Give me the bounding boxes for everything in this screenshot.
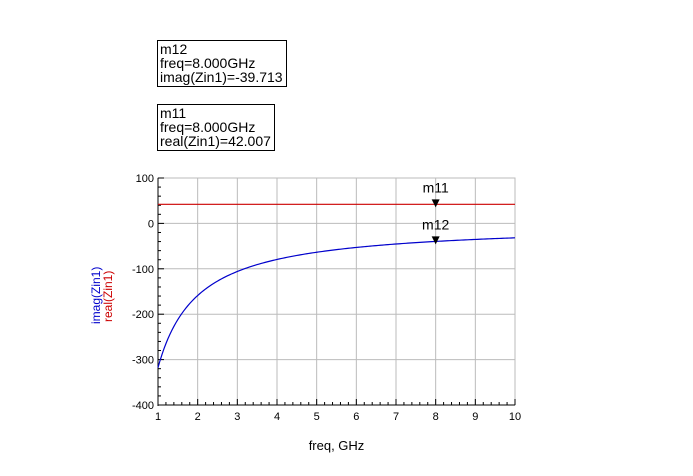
- x-tick-label: 7: [393, 411, 399, 423]
- y-tick-label: 0: [148, 218, 154, 230]
- y-tick-label: -300: [132, 355, 154, 367]
- y-axis-label-real: real(Zin1): [101, 270, 115, 322]
- x-tick-label: 10: [509, 411, 521, 423]
- y-tick-label: -100: [132, 264, 154, 276]
- marker-label-m12: m12: [422, 216, 449, 232]
- marker-freq: freq=8.000GHz: [160, 55, 256, 71]
- marker-label-m11: m11: [423, 179, 449, 195]
- x-axis-label: freq, GHz: [309, 438, 365, 453]
- marker-value: imag(Zin1)=-39.713: [160, 69, 283, 85]
- marker-triangle-m12: [431, 236, 440, 245]
- x-tick-label: 5: [314, 411, 320, 423]
- x-tick-label: 9: [472, 411, 478, 423]
- x-tick-label: 1: [155, 411, 161, 423]
- marker-value: real(Zin1)=42.007: [160, 133, 271, 149]
- marker-triangle-m11: [431, 199, 440, 208]
- x-tick-label: 4: [274, 411, 280, 423]
- y-tick-label: -200: [132, 309, 154, 321]
- y-tick-label: -400: [132, 400, 154, 412]
- series-line-imag-zin1-: [157, 237, 516, 368]
- y-tick-label: 100: [136, 173, 154, 185]
- x-tick-label: 8: [433, 411, 439, 423]
- marker-name: m12: [160, 41, 188, 57]
- plot-frame: [157, 177, 516, 406]
- x-tick-label: 2: [195, 411, 201, 423]
- marker-freq: freq=8.000GHz: [160, 119, 256, 135]
- marker-readout-m12: m12 freq=8.000GHz imag(Zin1)=-39.713: [157, 40, 287, 87]
- x-tick-label: 6: [353, 411, 359, 423]
- marker-readout-m11: m11 freq=8.000GHz real(Zin1)=42.007: [157, 104, 275, 151]
- x-tick-label: 3: [234, 411, 240, 423]
- marker-name: m11: [160, 105, 187, 121]
